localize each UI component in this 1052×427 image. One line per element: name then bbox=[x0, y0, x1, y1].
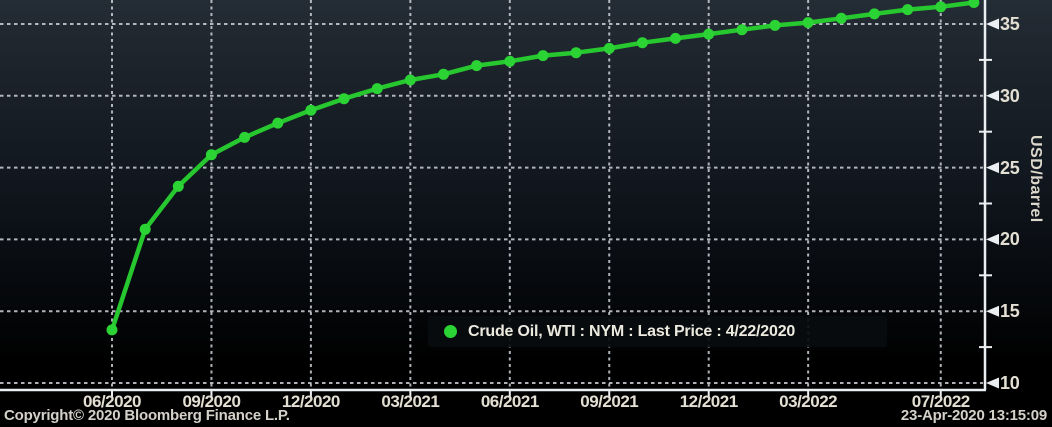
y-major-tick-arrow bbox=[986, 162, 999, 174]
legend-series-label: Crude Oil, WTI : NYM : Last Price : 4/22… bbox=[468, 322, 796, 340]
x-tick-label: 07/2022 bbox=[911, 392, 970, 411]
y-tick-label: 20 bbox=[1000, 229, 1020, 250]
series-point bbox=[868, 8, 880, 20]
y-tick-label: 15 bbox=[1000, 301, 1020, 322]
y-major-tick-arrow bbox=[986, 90, 999, 102]
series-point bbox=[703, 28, 715, 40]
series-point bbox=[404, 74, 416, 86]
x-tick-label: 12/2020 bbox=[281, 392, 340, 411]
y-tick-label: 10 bbox=[1000, 373, 1020, 393]
series-point bbox=[371, 83, 383, 95]
series-point bbox=[139, 223, 151, 235]
series-point bbox=[603, 42, 615, 54]
series-point bbox=[504, 55, 516, 67]
series-point bbox=[172, 180, 184, 192]
series-point bbox=[272, 117, 284, 129]
legend-series-marker-icon bbox=[444, 325, 457, 338]
series-point bbox=[537, 50, 549, 62]
series-point bbox=[968, 0, 980, 8]
y-tick-label: 30 bbox=[1000, 85, 1020, 106]
series-point bbox=[670, 32, 681, 44]
y-major-tick-arrow bbox=[986, 377, 999, 389]
y-major-tick-arrow bbox=[986, 305, 999, 317]
legend[interactable]: Crude Oil, WTI : NYM : Last Price : 4/22… bbox=[428, 316, 887, 347]
y-tick-label: 25 bbox=[1000, 157, 1020, 178]
copyright-text: Copyright© 2020 Bloomberg Finance L.P. bbox=[4, 407, 290, 424]
x-tick-label: 06/2020 bbox=[83, 392, 141, 411]
series-point bbox=[736, 24, 748, 36]
x-tick-label: 03/2021 bbox=[381, 392, 440, 411]
series-point bbox=[338, 93, 350, 105]
series-point bbox=[570, 47, 582, 59]
series-point bbox=[471, 60, 483, 72]
series-point bbox=[305, 104, 317, 116]
series-point bbox=[835, 12, 847, 24]
series-point bbox=[935, 1, 947, 13]
series-point bbox=[438, 68, 449, 80]
series-point bbox=[106, 324, 118, 336]
series-point bbox=[239, 131, 251, 143]
x-tick-label: 12/2021 bbox=[679, 392, 738, 411]
x-tick-label: 06/2021 bbox=[480, 392, 539, 411]
series-point bbox=[802, 17, 814, 29]
x-tick-label: 03/2022 bbox=[779, 392, 838, 411]
y-axis-unit-label: USD/barrel bbox=[1027, 135, 1044, 223]
x-tick-label: 09/2020 bbox=[182, 392, 241, 411]
series-point bbox=[636, 37, 648, 49]
x-tick-label: 09/2021 bbox=[580, 392, 639, 411]
y-tick-label: 35 bbox=[1000, 14, 1020, 34]
series-point bbox=[769, 19, 781, 31]
y-major-tick-arrow bbox=[986, 233, 999, 245]
y-major-tick-arrow bbox=[986, 18, 999, 30]
series-point bbox=[205, 149, 217, 161]
series-point bbox=[902, 4, 914, 16]
timestamp-text: 23-Apr-2020 13:15:09 bbox=[900, 407, 1047, 424]
